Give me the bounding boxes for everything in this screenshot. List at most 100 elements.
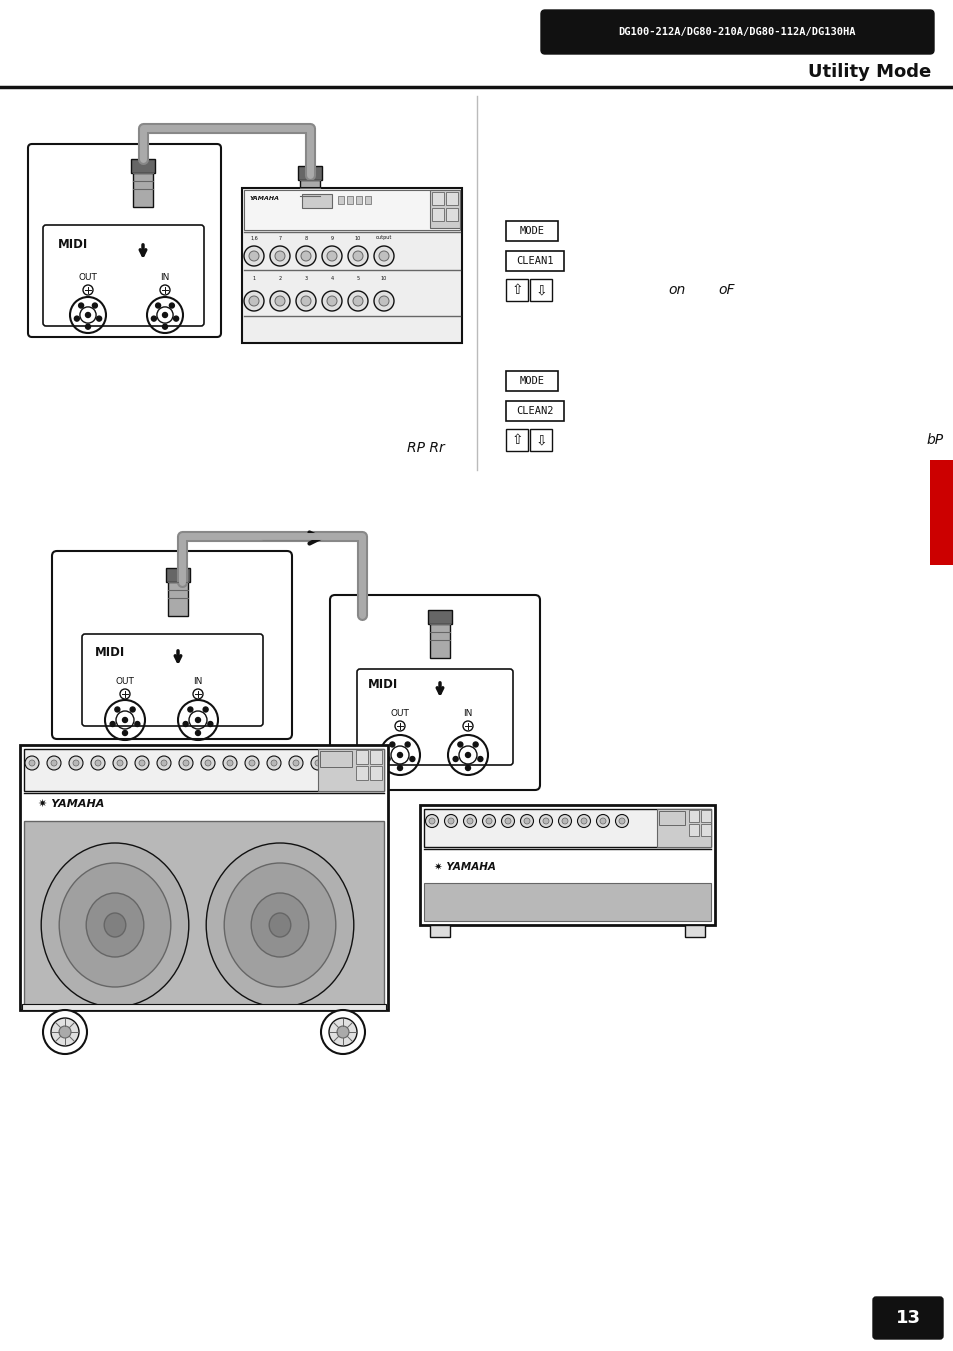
Circle shape: [322, 290, 341, 311]
Bar: [432, 208, 443, 222]
Text: CLEAN2: CLEAN2: [516, 407, 553, 416]
Text: IN: IN: [193, 677, 202, 686]
Circle shape: [122, 731, 128, 735]
Text: MIDI: MIDI: [95, 646, 125, 658]
Circle shape: [25, 757, 39, 770]
Bar: [423, 809, 710, 847]
Circle shape: [205, 761, 211, 766]
Text: on: on: [668, 282, 685, 297]
Circle shape: [348, 290, 368, 311]
Text: MODE: MODE: [519, 226, 544, 236]
Circle shape: [267, 757, 281, 770]
Circle shape: [320, 1011, 365, 1054]
Bar: [24, 748, 384, 790]
Circle shape: [249, 251, 258, 261]
Circle shape: [91, 757, 105, 770]
Circle shape: [162, 312, 168, 317]
Circle shape: [329, 1019, 356, 1046]
Bar: [355, 196, 361, 204]
Circle shape: [170, 303, 174, 308]
Bar: [302, 195, 332, 208]
Circle shape: [244, 246, 264, 266]
Text: 7: 7: [278, 235, 281, 240]
FancyBboxPatch shape: [505, 430, 527, 451]
Text: 10: 10: [355, 235, 361, 240]
Bar: [297, 166, 322, 180]
Circle shape: [183, 761, 189, 766]
Circle shape: [201, 757, 214, 770]
Circle shape: [223, 757, 236, 770]
Bar: [688, 811, 699, 821]
Circle shape: [86, 312, 91, 317]
Text: bP: bP: [926, 434, 943, 447]
Ellipse shape: [41, 843, 189, 1006]
Bar: [22, 1004, 386, 1011]
FancyBboxPatch shape: [28, 145, 221, 336]
Bar: [432, 192, 443, 205]
Circle shape: [203, 707, 208, 712]
Bar: [317, 748, 384, 790]
Bar: [430, 925, 450, 938]
Circle shape: [29, 761, 35, 766]
FancyBboxPatch shape: [82, 634, 263, 725]
Bar: [319, 751, 352, 767]
Text: 1: 1: [253, 276, 255, 281]
Text: ⇧: ⇧: [511, 282, 522, 297]
Circle shape: [397, 753, 402, 758]
Bar: [299, 176, 319, 213]
Bar: [355, 750, 368, 765]
Circle shape: [86, 324, 91, 330]
FancyBboxPatch shape: [505, 401, 563, 422]
Circle shape: [429, 817, 435, 824]
FancyBboxPatch shape: [505, 372, 558, 390]
Text: CLEAN1: CLEAN1: [516, 255, 553, 266]
Circle shape: [249, 761, 254, 766]
Circle shape: [558, 815, 571, 828]
Circle shape: [96, 316, 102, 322]
Text: YAMAHA: YAMAHA: [250, 196, 280, 201]
Text: oF: oF: [718, 282, 735, 297]
Circle shape: [271, 761, 276, 766]
Text: MIDI: MIDI: [368, 678, 397, 692]
Circle shape: [183, 721, 188, 727]
FancyBboxPatch shape: [330, 594, 539, 790]
Circle shape: [580, 817, 586, 824]
Text: 9: 9: [330, 235, 334, 240]
FancyBboxPatch shape: [356, 669, 513, 765]
Circle shape: [162, 324, 168, 330]
Circle shape: [112, 757, 127, 770]
Bar: [168, 578, 188, 616]
Circle shape: [327, 251, 336, 261]
Circle shape: [130, 707, 135, 712]
Circle shape: [542, 817, 548, 824]
Circle shape: [134, 721, 140, 727]
Circle shape: [314, 761, 320, 766]
Bar: [688, 824, 699, 836]
Circle shape: [293, 761, 298, 766]
Ellipse shape: [59, 863, 171, 988]
FancyBboxPatch shape: [43, 226, 204, 326]
Text: IN: IN: [160, 273, 170, 282]
Circle shape: [43, 1011, 87, 1054]
Bar: [428, 611, 452, 624]
Bar: [929, 459, 953, 565]
Circle shape: [73, 761, 79, 766]
Circle shape: [539, 815, 552, 828]
Bar: [337, 196, 344, 204]
Circle shape: [378, 251, 389, 261]
Circle shape: [353, 251, 363, 261]
Text: 3: 3: [304, 276, 307, 281]
Bar: [700, 811, 710, 821]
Circle shape: [482, 815, 495, 828]
Ellipse shape: [224, 863, 335, 988]
Circle shape: [374, 246, 394, 266]
Circle shape: [195, 717, 200, 723]
Circle shape: [227, 761, 233, 766]
Text: 5: 5: [356, 276, 359, 281]
Bar: [430, 620, 450, 658]
Circle shape: [453, 757, 457, 762]
Bar: [430, 190, 459, 228]
Text: 2: 2: [278, 276, 281, 281]
Bar: [365, 196, 371, 204]
Circle shape: [274, 251, 285, 261]
